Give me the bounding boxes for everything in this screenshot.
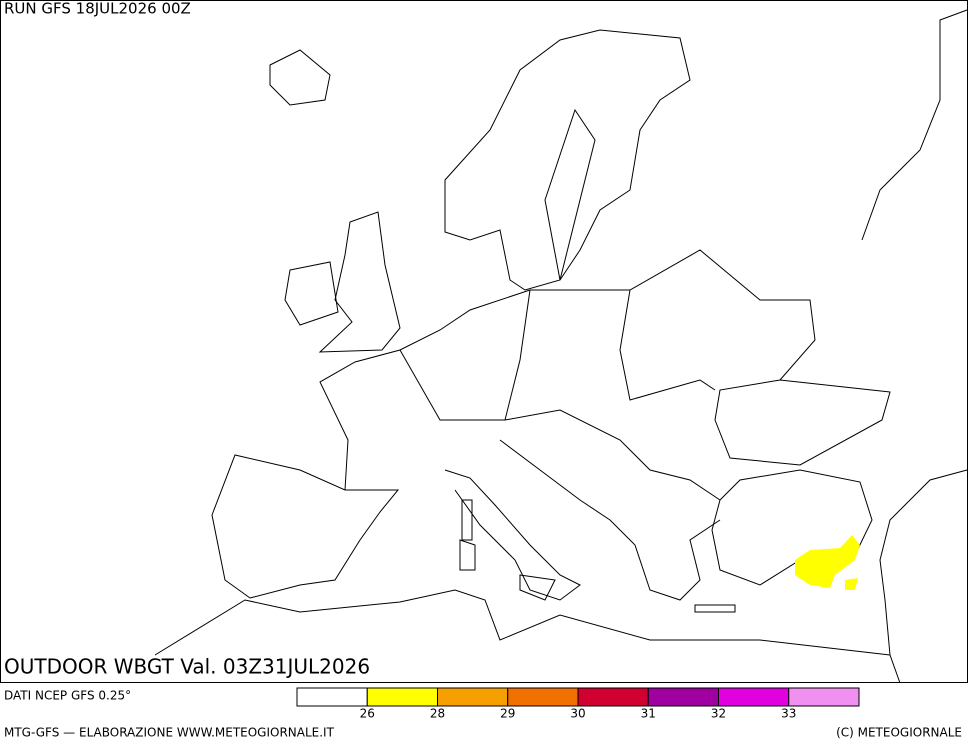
legend-label: 31 [641,707,656,721]
legend-swatch [507,687,579,707]
legend-label: 28 [430,707,445,721]
legend-swatch [437,687,509,707]
legend-label: 26 [360,707,375,721]
legend-swatch [788,687,860,707]
legend-swatch [296,687,368,707]
coastlines [154,9,968,684]
legend-label: 30 [570,707,585,721]
legend-label: 32 [711,707,726,721]
legend-label: 33 [781,707,796,721]
map-title: OUTDOOR WBGT Val. 03Z31JUL2026 [4,655,370,679]
legend-swatch [577,687,649,707]
run-label: RUN GFS 18JUL2026 00Z [4,0,191,18]
color-legend: 26 28 29 30 31 32 33 [296,687,860,721]
wbgt-area [795,535,860,588]
credits-label: MTG-GFS — ELABORAZIONE WWW.METEOGIORNALE… [4,726,335,740]
legend-label: 29 [500,707,515,721]
legend-swatch [366,687,438,707]
copyright-label: (C) METEOGIORNALE [836,726,962,740]
source-label: DATI NCEP GFS 0.25° [4,689,131,703]
wbgt-area [845,578,858,590]
legend-swatch [647,687,719,707]
legend-swatch [718,687,790,707]
